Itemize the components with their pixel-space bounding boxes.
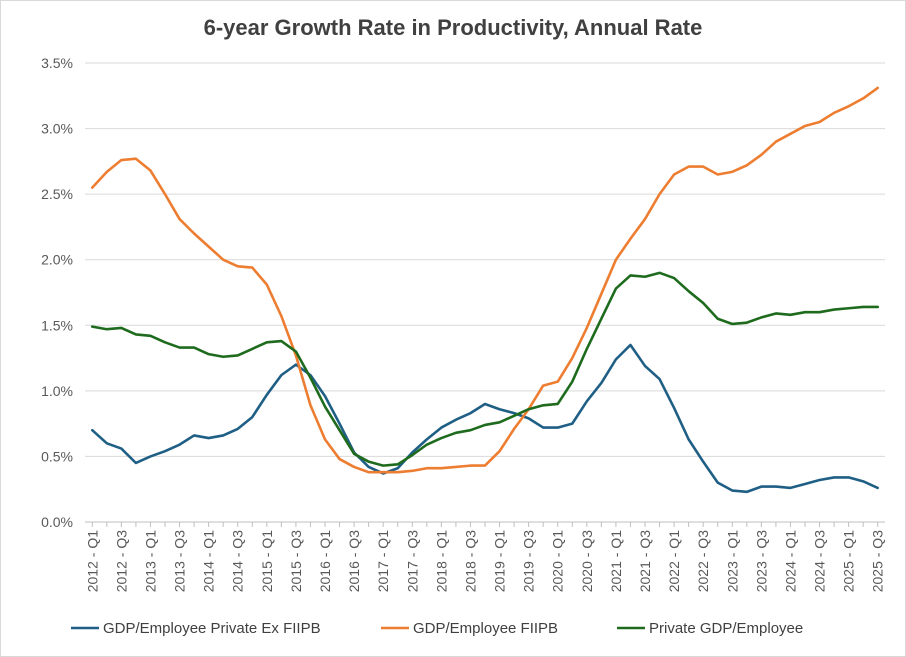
y-axis: 0.0% 0.5% 1.0% 1.5% 2.0% 2.5% 3.0% 3.5%	[41, 55, 73, 530]
x-tick-label: 2016 - Q1	[317, 530, 333, 592]
x-axis: 2012 - Q1 2012 - Q3 2013 - Q1 2013 - Q3 2014…	[84, 521, 886, 592]
legend-label: GDP/Employee FIIPB	[413, 620, 558, 637]
x-tick-label: 2012 - Q3	[113, 530, 129, 592]
chart-title: 6-year Growth Rate in Productivity, Annu…	[203, 15, 703, 40]
y-tick-label: 2.0%	[41, 252, 73, 268]
x-tick-label: 2013 - Q3	[172, 530, 188, 592]
x-tick-label: 2015 - Q3	[288, 530, 304, 592]
x-tick-label: 2017 - Q3	[404, 530, 420, 592]
x-tick-label: 2020 - Q3	[579, 530, 595, 592]
gridlines	[85, 62, 885, 523]
x-tick-label: 2018 - Q3	[462, 530, 478, 592]
y-tick-label: 0.5%	[41, 448, 73, 464]
x-tick-label: 2015 - Q1	[259, 530, 275, 592]
series-line-1	[90, 343, 880, 494]
x-tick-label: 2019 - Q3	[521, 530, 537, 592]
x-tick-label: 2025 - Q3	[870, 530, 886, 592]
legend-label: GDP/Employee Private Ex FIIPB	[103, 620, 321, 637]
x-tick-label: 2012 - Q1	[84, 530, 100, 592]
y-tick-label: 3.5%	[41, 55, 73, 71]
x-tick-label: 2016 - Q3	[346, 530, 362, 592]
legend-label: Private GDP/Employee	[649, 620, 803, 637]
x-tick-label: 2019 - Q1	[492, 530, 508, 592]
x-tick-label: 2013 - Q1	[142, 530, 158, 592]
y-tick-label: 1.5%	[41, 317, 73, 333]
x-tick-label: 2021 - Q3	[637, 530, 653, 592]
x-tick-label: 2021 - Q1	[608, 530, 624, 592]
series-line-3	[90, 271, 880, 467]
x-tick-label: 2018 - Q1	[433, 530, 449, 592]
x-tick-label: 2022 - Q1	[666, 530, 682, 592]
x-tick-label: 2014 - Q1	[201, 530, 217, 592]
y-tick-label: 1.0%	[41, 383, 73, 399]
series-lines	[90, 86, 880, 494]
legend: GDP/Employee Private Ex FIIPB GDP/Employe…	[71, 620, 803, 637]
series-line-2	[90, 86, 880, 474]
y-tick-label: 3.0%	[41, 121, 73, 137]
x-tick-label: 2020 - Q1	[550, 530, 566, 592]
x-tick-label: 2024 - Q3	[812, 530, 828, 592]
x-tick-label: 2014 - Q3	[230, 530, 246, 592]
x-tick-label: 2025 - Q1	[841, 530, 857, 592]
x-tick-label: 2022 - Q3	[695, 530, 711, 592]
y-tick-label: 2.5%	[41, 186, 73, 202]
x-tick-label: 2023 - Q3	[753, 530, 769, 592]
x-tick-label: 2017 - Q1	[375, 530, 391, 592]
y-tick-label: 0.0%	[41, 514, 73, 530]
x-tick-label: 2024 - Q1	[782, 530, 798, 592]
x-tick-label: 2023 - Q1	[724, 530, 740, 592]
